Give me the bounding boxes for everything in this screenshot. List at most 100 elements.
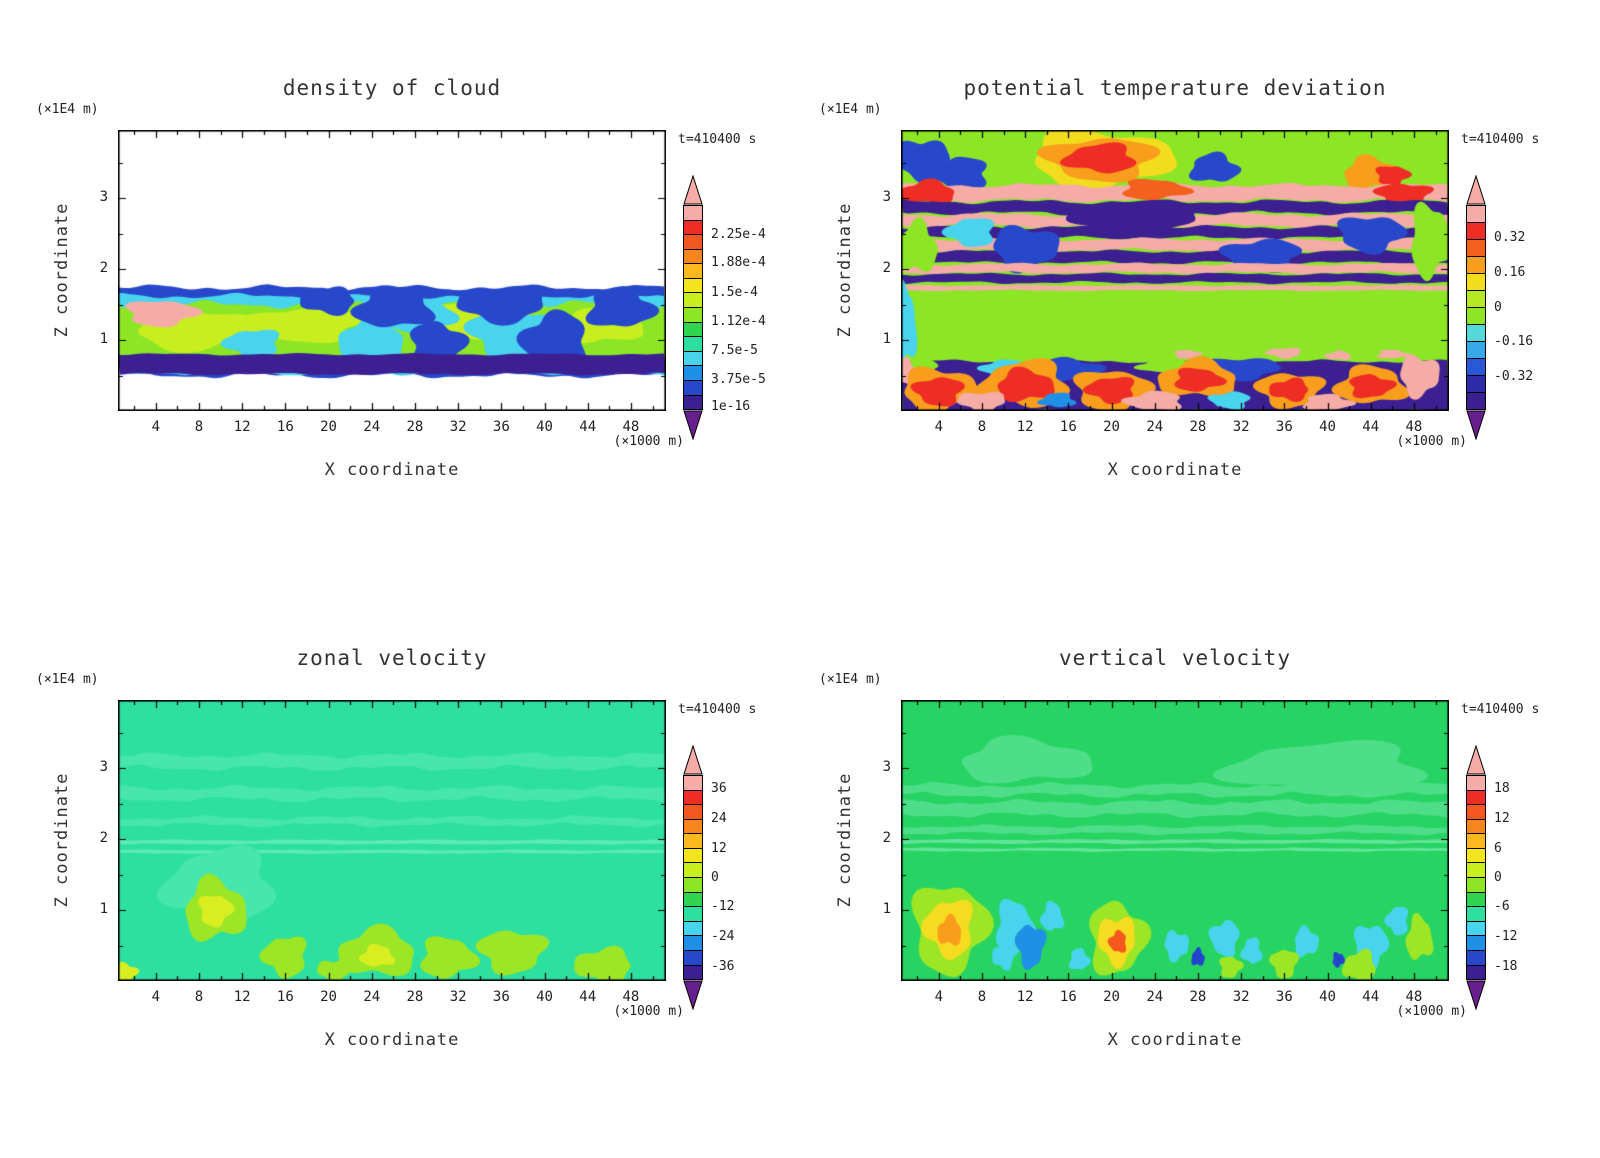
x-tick-label: 36 xyxy=(1275,419,1293,435)
colorbar-segment xyxy=(1467,239,1485,256)
y-tick-label: 1 xyxy=(99,901,108,918)
colorbar-body xyxy=(683,775,703,980)
x-tick-label: 40 xyxy=(1319,989,1336,1005)
colorbar-segment xyxy=(684,789,702,805)
timestamp-label: t=410400 s xyxy=(1461,132,1540,147)
plot-title: potential temperature deviation xyxy=(963,76,1387,100)
x-tick-label: 44 xyxy=(579,989,597,1005)
x-tick-label: 4 xyxy=(934,989,943,1005)
panel-zonal-velocity: (×1E4 m) zonal velocity t=410400 s Z coo… xyxy=(36,646,756,1050)
x-tick-label: 48 xyxy=(1405,419,1423,435)
colorbar-label: 1e-16 xyxy=(711,398,751,414)
y-axis-label: Z coordinate xyxy=(52,202,72,338)
colorbar-segment xyxy=(684,818,702,834)
colorbar-segment xyxy=(684,847,702,863)
colorbar: 0.32 0.16 0 -0.16 -0.32 xyxy=(1466,175,1533,440)
colorbar-label: -24 xyxy=(711,928,735,944)
colorbar-segment xyxy=(684,219,702,235)
colorbar-label: -36 xyxy=(711,958,735,974)
x-tick-label: 20 xyxy=(1103,419,1120,435)
x-tick-label: 44 xyxy=(579,419,597,435)
colorbar: 2.25e-4 1.88e-4 1.5e-4 1.12e-4 7.5e-5 3.75e-5… xyxy=(683,175,766,440)
x-tick-label: 32 xyxy=(449,419,467,435)
x-axis-unit: (×1000 m) xyxy=(613,1004,684,1019)
colorbar-label: -18 xyxy=(1494,958,1518,974)
x-tick-label: 24 xyxy=(363,989,381,1005)
colorbar-arrow-top xyxy=(683,745,703,775)
colorbar-segment xyxy=(684,804,702,819)
colorbar-label: 1.88e-4 xyxy=(711,255,766,271)
colorbar-segment xyxy=(1467,935,1485,950)
colorbar-segment xyxy=(684,935,702,950)
x-tick-label: 48 xyxy=(1405,989,1423,1005)
colorbar-label: 24 xyxy=(711,811,727,827)
colorbar-body xyxy=(1466,205,1486,410)
timestamp-label: t=410400 s xyxy=(678,132,757,147)
contour-field-canvas xyxy=(901,700,1449,981)
colorbar-label: 12 xyxy=(711,840,727,856)
x-tick-label: 16 xyxy=(276,419,294,435)
colorbar-body xyxy=(683,205,703,410)
x-tick-label: 8 xyxy=(194,419,204,435)
colorbar-segment xyxy=(1467,804,1485,819)
colorbar-segment xyxy=(1467,307,1485,324)
timestamp-label: t=410400 s xyxy=(1461,702,1540,717)
colorbar-segment xyxy=(1467,789,1485,805)
y-axis-unit: (×1E4 m) xyxy=(36,102,99,117)
y-tick-label: 2 xyxy=(99,830,108,847)
y-tick-label: 1 xyxy=(99,331,108,348)
y-tick-label: 3 xyxy=(99,759,108,776)
x-tick-label: 44 xyxy=(1362,419,1380,435)
colorbar: 36 24 12 0 -12 -24 -36 xyxy=(683,745,734,1010)
colorbar-segment xyxy=(1467,324,1485,341)
colorbar-label: 0 xyxy=(1494,299,1502,315)
y-axis-unit: (×1E4 m) xyxy=(819,102,882,117)
panel-density-of-cloud: (×1E4 m) density of cloud t=410400 s Z c… xyxy=(36,76,766,480)
x-tick-label: 16 xyxy=(276,989,294,1005)
colorbar-segment xyxy=(684,394,702,410)
y-tick-label: 1 xyxy=(882,331,891,348)
x-tick-label: 16 xyxy=(1059,989,1077,1005)
y-tick-label: 2 xyxy=(99,260,108,277)
y-tick-label: 3 xyxy=(882,189,891,206)
x-tick-label: 4 xyxy=(151,419,160,435)
plot-title: vertical velocity xyxy=(1059,646,1291,670)
colorbar-segment xyxy=(1467,206,1485,222)
x-tick-label: 8 xyxy=(977,989,987,1005)
x-tick-label: 40 xyxy=(536,989,553,1005)
x-tick-label: 28 xyxy=(406,419,424,435)
colorbar-segment xyxy=(1467,358,1485,375)
colorbar-arrow-bottom xyxy=(1466,980,1486,1010)
colorbar-label: -12 xyxy=(1494,928,1518,944)
x-tick-label: 44 xyxy=(1362,989,1380,1005)
colorbar-segment xyxy=(684,307,702,322)
colorbar-label: 36 xyxy=(711,781,727,797)
colorbar-segment xyxy=(1467,920,1485,936)
x-tick-label: 36 xyxy=(1275,989,1293,1005)
colorbar-segment xyxy=(1467,877,1485,892)
colorbar-segment xyxy=(684,862,702,878)
colorbar-segment xyxy=(1467,375,1485,392)
x-tick-label: 28 xyxy=(406,989,424,1005)
colorbar-segment xyxy=(684,776,702,790)
x-tick-label: 20 xyxy=(1103,989,1120,1005)
colorbar-segment xyxy=(684,833,702,848)
colorbar-segment xyxy=(684,920,702,936)
colorbar-arrow-top xyxy=(683,175,703,205)
x-tick-label: 20 xyxy=(320,989,337,1005)
y-axis-unit: (×1E4 m) xyxy=(819,672,882,687)
x-tick-label: 40 xyxy=(1319,419,1336,435)
x-tick-label: 4 xyxy=(151,989,160,1005)
y-tick-label: 3 xyxy=(882,759,891,776)
x-tick-label: 36 xyxy=(492,419,510,435)
colorbar-segment xyxy=(1467,256,1485,273)
x-tick-label: 24 xyxy=(363,419,381,435)
colorbar-segment xyxy=(684,292,702,308)
colorbar-segment xyxy=(1467,862,1485,878)
x-axis-unit: (×1000 m) xyxy=(1396,1004,1467,1019)
x-axis-unit: (×1000 m) xyxy=(1396,434,1467,449)
colorbar-arrow-bottom xyxy=(683,980,703,1010)
x-tick-label: 24 xyxy=(1146,419,1164,435)
y-axis-label: Z coordinate xyxy=(835,202,855,338)
colorbar-arrow-top xyxy=(1466,745,1486,775)
